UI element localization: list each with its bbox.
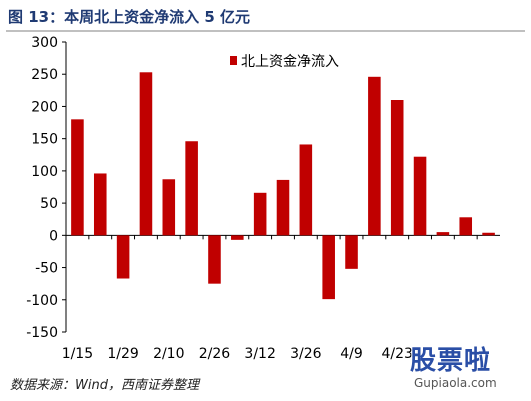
bar <box>413 156 427 236</box>
bar <box>208 235 221 284</box>
bar <box>322 235 335 300</box>
bar <box>116 235 130 279</box>
source-note: 数据来源：Wind，西南证券整理 <box>10 378 199 393</box>
y-tick-label: 50 <box>40 196 58 212</box>
x-tick-label: 4/9 <box>340 346 363 362</box>
watermark-brand: 股票啦 <box>410 346 492 376</box>
bar <box>436 232 450 236</box>
bar <box>139 72 153 236</box>
x-tick-label: 1/29 <box>107 346 138 362</box>
axes <box>62 41 500 333</box>
bar <box>368 76 381 236</box>
bar <box>162 179 176 236</box>
y-tick-label: -150 <box>26 325 58 341</box>
y-tick-label: -100 <box>26 293 58 309</box>
y-tick-label: 250 <box>31 67 58 83</box>
x-tick-label: 3/26 <box>290 346 322 362</box>
bar <box>93 173 107 236</box>
y-tick-label: -50 <box>35 261 58 277</box>
bar <box>390 100 404 236</box>
bar <box>231 235 244 240</box>
bar <box>276 179 290 236</box>
legend-label: 北上资金净流入 <box>241 54 339 70</box>
chart-area: -150 -100 -50 0 50 100 150 200 250 300 1/15 1/29 2/… <box>0 34 531 370</box>
title-divider <box>6 30 525 32</box>
bar <box>185 141 198 236</box>
y-tick-label: 200 <box>31 99 58 115</box>
bar <box>345 235 358 269</box>
watermark: 股票啦 Gupiaola.com <box>410 340 530 396</box>
bar <box>482 232 495 236</box>
legend-swatch <box>230 56 237 65</box>
bar-chart: -150 -100 -50 0 50 100 150 200 250 300 1/15 1/29 2/… <box>26 35 500 362</box>
x-tick-label: 2/26 <box>199 346 231 362</box>
bar <box>459 217 473 236</box>
x-tick-label: 2/10 <box>153 346 184 362</box>
y-tick-label: 150 <box>31 132 58 148</box>
y-tick-label: 0 <box>49 228 58 244</box>
y-tick-label: 300 <box>31 35 58 51</box>
bar <box>253 192 267 236</box>
bar <box>299 144 313 236</box>
y-tick-labels: -150 -100 -50 0 50 100 150 200 250 300 <box>26 35 58 341</box>
watermark-url: Gupiaola.com <box>414 376 497 390</box>
x-tick-labels: 1/15 1/29 2/10 2/26 3/12 3/26 4/9 4/23 <box>62 346 413 362</box>
y-tick-label: 100 <box>31 164 58 180</box>
x-tick-label: 3/12 <box>244 346 275 362</box>
legend: 北上资金净流入 <box>230 54 339 70</box>
x-tick-label: 1/15 <box>62 346 93 362</box>
bar <box>71 119 84 236</box>
bars <box>71 72 495 300</box>
figure-title: 图 13：本周北上资金净流入 5 亿元 <box>8 8 250 26</box>
x-tick-label: 4/23 <box>381 346 412 362</box>
